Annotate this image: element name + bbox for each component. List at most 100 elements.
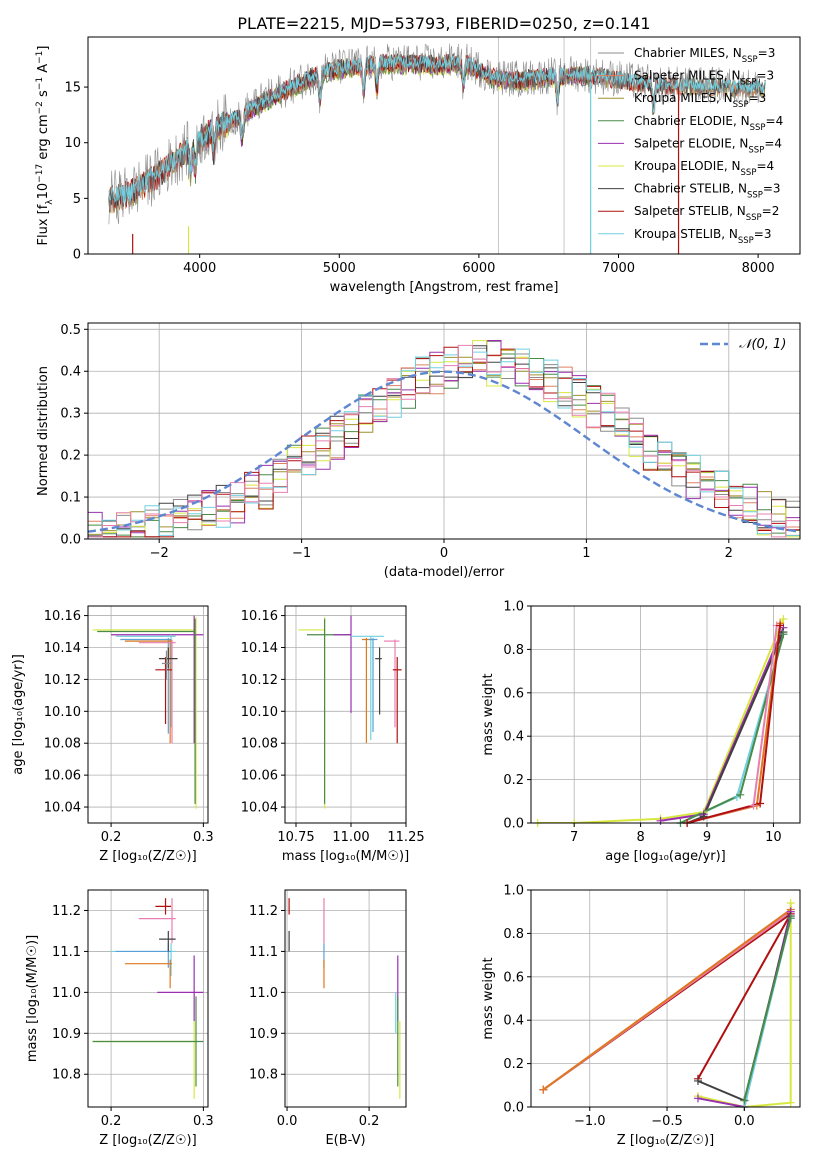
legend-label: Kroupa MILES, NSSP=3 (634, 91, 766, 110)
y-axis-label-part: −2 (35, 101, 45, 114)
x-axis-label: wavelength [Angstrom, rest frame] (330, 280, 559, 295)
x-tick-label: −2 (150, 546, 169, 561)
x-tick-label: 0.2 (101, 830, 122, 845)
legend-label-suffix: =3 (754, 227, 772, 241)
legend-label-suffix: =3 (758, 46, 776, 60)
y-tick-label: 10.08 (44, 737, 81, 752)
y-tick-label: 0.2 (60, 449, 81, 464)
plot-area (542, 903, 792, 1107)
weight-series-line (686, 625, 782, 823)
x-tick-label: 1 (582, 546, 590, 561)
legend-label-main: Kroupa ELODIE, N (634, 159, 741, 173)
y-tick-label: 10.10 (44, 705, 81, 720)
y-axis-label: age [log₁₀(age/yr)] (11, 654, 26, 775)
axes-frame (530, 605, 801, 824)
x-axis-label: Z [log₁₀(Z/Z☉)] (99, 849, 196, 864)
plot-area (92, 898, 204, 1099)
y-tick-label: 0.5 (60, 323, 81, 338)
spectrum-line-salpeter-stelib (108, 53, 679, 212)
y-axis-label-part: s (36, 90, 51, 101)
legend-label: Salpeter MILES, NSSP=3 (634, 69, 774, 88)
weight-marker (779, 615, 788, 624)
y-tick-label: 10.14 (241, 641, 278, 656)
y-tick-label: 10.16 (241, 609, 278, 624)
y-tick-label: 10.8 (52, 1068, 81, 1083)
y-axis-label-part: ] (36, 46, 51, 51)
y-tick-label: 10.14 (44, 641, 81, 656)
x-axis-label: Z [log₁₀(Z/Z☉)] (617, 1133, 714, 1148)
legend-label: 𝒩(0, 1) (739, 337, 786, 352)
x-tick-label: 7000 (602, 261, 635, 276)
y-tick-label: 0.4 (503, 730, 524, 745)
weight-marker (740, 1096, 749, 1105)
y-tick-label: 10.9 (52, 1027, 81, 1042)
x-axis-label: (data-model)/error (384, 565, 505, 580)
y-tick-label: 0.3 (60, 407, 81, 422)
mass-vs-z-panel: 0.2 0.3 10.8 10.9 11.0 11.1 11.2 Z [log₁₀(Z/Z☉)… (25, 889, 214, 1148)
legend-label: Chabrier STELIB, NSSP=3 (634, 182, 781, 201)
legend-label-main: Kroupa MILES, N (634, 91, 733, 105)
x-tick-label: −1 (292, 546, 311, 561)
plot-area (298, 615, 402, 809)
axes-frame (530, 889, 801, 1108)
weight-marker (779, 630, 788, 639)
legend-label-main: Kroupa STELIB, N (634, 227, 738, 241)
weight-marker (736, 790, 745, 799)
y-tick-label: 0.8 (503, 643, 524, 658)
legend-label: Salpeter STELIB, NSSP=2 (634, 204, 779, 223)
legend-label-sub: SSP (746, 213, 762, 223)
x-tick-label: 10.75 (277, 830, 314, 845)
spectrum-line-kroupa-stelib (108, 54, 766, 203)
histogram-step (88, 348, 800, 538)
y-axis-label-part: erg cm (36, 114, 51, 163)
legend-label-suffix: =3 (749, 91, 767, 105)
y-axis-label-part: −17 (35, 164, 45, 183)
x-tick-label: 11.00 (332, 830, 369, 845)
x-axis-label: age [log₁₀(age/yr)] (605, 849, 726, 864)
y-tick-label: 5 (73, 192, 81, 207)
y-tick-label: 10.04 (241, 801, 278, 816)
axes-frame (284, 605, 407, 824)
x-tick-label: 0.3 (193, 1114, 214, 1129)
y-tick-label: 0.2 (503, 773, 524, 788)
y-axis-label-part: Flux [f (36, 204, 51, 245)
y-tick-label: 10.06 (44, 769, 81, 784)
y-tick-label: 10.06 (241, 769, 278, 784)
y-tick-label: 1.0 (503, 884, 524, 899)
axes-frame (87, 889, 209, 1108)
weight-series-line (697, 903, 792, 1107)
x-tick-label: 10 (765, 830, 782, 845)
legend-label-suffix: =4 (766, 114, 784, 128)
legend-label-main: Chabrier ELODIE, N (634, 114, 750, 128)
y-tick-label: 0.0 (503, 817, 524, 832)
y-tick-label: 10.08 (241, 737, 278, 752)
residuals-panel: −2 −1 0 1 2 0.0 0.1 0.2 0.3 0.4 0.5 (data-model)/er… (36, 322, 801, 580)
legend-label-suffix: =3 (756, 69, 774, 83)
weight-marker (749, 801, 758, 810)
weight-series-line (686, 625, 778, 823)
plot-area (288, 898, 401, 1099)
y-tick-label: 10 (64, 136, 81, 151)
legend-label-sub: SSP (733, 100, 749, 110)
x-tick-label: 8000 (742, 261, 775, 276)
legend-label-main: Salpeter STELIB, N (634, 204, 746, 218)
y-tick-label: 11.2 (52, 904, 81, 919)
gaussian-curve (88, 370, 798, 533)
legend-label-sub: SSP (741, 168, 757, 178)
y-axis-label: Normed distribution (36, 366, 51, 496)
axes-frame (87, 605, 209, 824)
y-tick-label: 0 (73, 248, 81, 263)
legend-label: Chabrier MILES, NSSP=3 (634, 46, 775, 65)
y-tick-label: 15 (64, 81, 81, 96)
weight-marker (693, 1076, 702, 1085)
legend-label-main: Chabrier STELIB, N (634, 182, 747, 196)
y-tick-label: 0.8 (503, 927, 524, 942)
figure-title: PLATE=2215, MJD=53793, FIBERID=0250, z=0… (237, 14, 650, 33)
y-axis-label-part: −1 (35, 51, 45, 64)
y-tick-label: 10.04 (44, 801, 81, 816)
plot-area (88, 340, 800, 538)
x-tick-label: −0.5 (651, 1114, 683, 1129)
y-tick-label: 11.1 (249, 945, 278, 960)
y-tick-label: 0.2 (503, 1057, 524, 1072)
x-tick-label: 6000 (462, 261, 495, 276)
